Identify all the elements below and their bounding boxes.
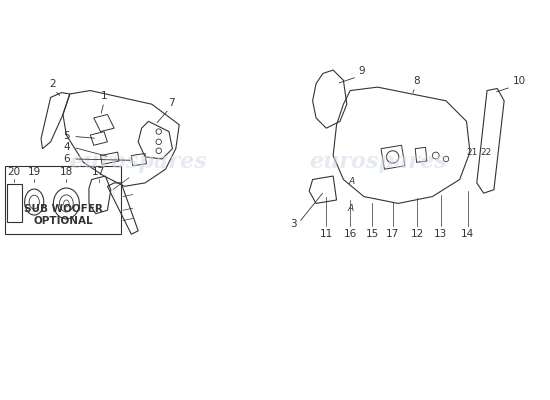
Text: 15: 15 <box>366 230 379 240</box>
Text: 13: 13 <box>434 230 447 240</box>
Text: 2: 2 <box>50 79 56 89</box>
Text: 17: 17 <box>92 168 105 178</box>
Text: 12: 12 <box>411 230 424 240</box>
Text: 3: 3 <box>290 219 297 229</box>
Text: A: A <box>347 204 353 213</box>
Text: 22: 22 <box>480 148 491 157</box>
Text: 8: 8 <box>413 76 420 86</box>
Text: eurospares: eurospares <box>309 151 447 173</box>
Text: 16: 16 <box>344 230 357 240</box>
Text: 20: 20 <box>7 168 20 178</box>
Text: 19: 19 <box>28 168 41 178</box>
Text: 6: 6 <box>63 154 70 164</box>
Text: 10: 10 <box>513 76 525 86</box>
Text: 5: 5 <box>63 131 70 141</box>
Bar <box>5 166 121 234</box>
Text: 21: 21 <box>466 148 478 157</box>
Bar <box>7 184 22 222</box>
Text: 7: 7 <box>168 98 174 108</box>
Text: 9: 9 <box>359 66 365 76</box>
Text: 18: 18 <box>60 168 73 178</box>
Text: 11: 11 <box>320 230 333 240</box>
Text: 4: 4 <box>63 142 70 152</box>
Text: SUB WOOFER
OPTIONAL: SUB WOOFER OPTIONAL <box>24 204 102 226</box>
Text: 14: 14 <box>461 230 475 240</box>
Text: 17: 17 <box>386 230 399 240</box>
Text: 1: 1 <box>101 91 107 101</box>
Text: eurospares: eurospares <box>69 151 207 173</box>
Text: A: A <box>349 177 355 186</box>
